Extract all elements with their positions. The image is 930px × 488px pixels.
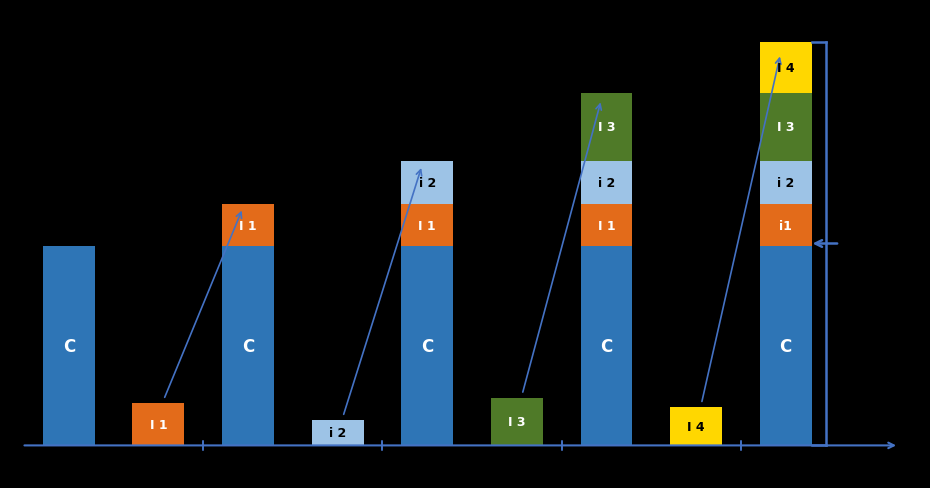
Bar — [491, 398, 543, 446]
Text: I 1: I 1 — [418, 219, 436, 232]
Text: I 1: I 1 — [150, 418, 167, 431]
Text: C: C — [62, 337, 75, 355]
Text: I 3: I 3 — [777, 121, 794, 134]
Bar — [760, 162, 812, 204]
Text: I 1: I 1 — [598, 219, 616, 232]
Text: I 3: I 3 — [508, 415, 525, 428]
Bar — [580, 94, 632, 162]
Bar — [312, 420, 364, 446]
Bar — [760, 204, 812, 247]
Text: i 2: i 2 — [598, 177, 615, 189]
Bar — [43, 247, 95, 446]
Bar — [671, 407, 722, 446]
Bar — [402, 247, 453, 446]
Text: i1: i1 — [779, 219, 792, 232]
Text: i 2: i 2 — [418, 177, 436, 189]
Bar — [222, 204, 274, 247]
Bar — [760, 94, 812, 162]
Bar — [132, 403, 184, 446]
Text: C: C — [779, 337, 791, 355]
Bar — [580, 204, 632, 247]
Text: I 3: I 3 — [598, 121, 616, 134]
Bar — [760, 42, 812, 94]
Text: i 2: i 2 — [777, 177, 794, 189]
Text: C: C — [421, 337, 433, 355]
Text: i 2: i 2 — [329, 426, 346, 439]
Bar — [580, 247, 632, 446]
Bar — [760, 247, 812, 446]
Bar — [580, 162, 632, 204]
Text: C: C — [601, 337, 613, 355]
Text: C: C — [242, 337, 254, 355]
Bar — [222, 247, 274, 446]
Text: I 4: I 4 — [687, 420, 705, 433]
Text: I 4: I 4 — [777, 61, 794, 75]
Bar — [402, 162, 453, 204]
Text: I 1: I 1 — [239, 219, 257, 232]
Bar — [402, 204, 453, 247]
